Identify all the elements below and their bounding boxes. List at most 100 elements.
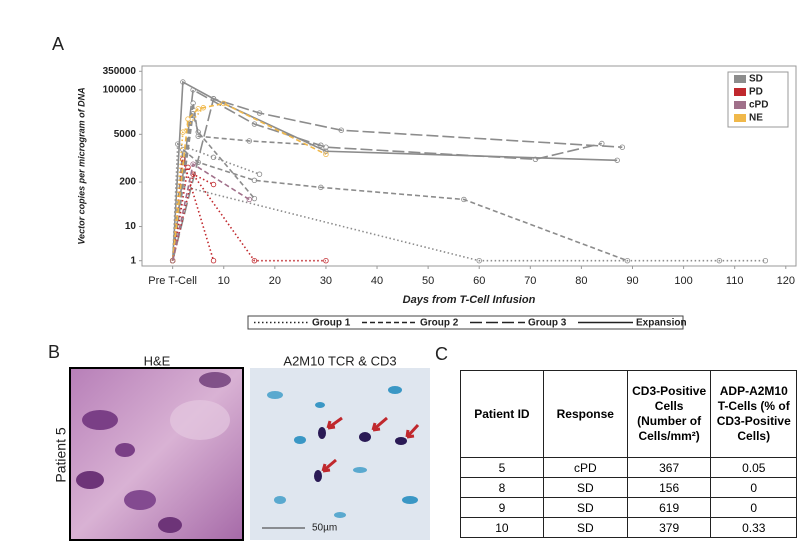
y-tick-label: 200 [119, 177, 136, 188]
legend-label: SD [749, 74, 763, 85]
table-cell: 0.05 [710, 457, 797, 478]
x-tick-label: 50 [422, 275, 434, 287]
series-line [171, 185, 766, 262]
panel-label: C [435, 344, 448, 364]
data-point [246, 138, 252, 144]
data-point [210, 258, 217, 264]
table-cell: 9 [460, 497, 544, 518]
x-tick-label: Pre T-Cell [148, 275, 197, 287]
data-point [599, 140, 605, 147]
data-point [180, 79, 186, 85]
series-line [171, 97, 623, 261]
legend-swatch [734, 101, 746, 109]
data-point [190, 100, 196, 106]
data-point [256, 171, 263, 177]
table-cell: 619 [626, 497, 712, 518]
data-point [338, 127, 344, 133]
data-point [175, 141, 181, 147]
y-tick-label: 1 [130, 255, 136, 266]
table-cell: 156 [626, 477, 712, 498]
header-cell: Response [542, 370, 628, 458]
panel-label: A [52, 34, 64, 54]
style-legend-label: Group 3 [528, 318, 567, 329]
table-cell: 5 [460, 457, 544, 478]
legend-label: cPD [749, 100, 768, 111]
results-table: Patient ID Response CD3-Positive Cells (Nu… [460, 370, 797, 538]
data-point [532, 156, 539, 162]
data-point [476, 258, 482, 264]
x-tick-label: 100 [674, 275, 692, 287]
data-point [180, 146, 186, 153]
series-line [171, 102, 327, 261]
series-line [171, 80, 618, 261]
ihc-image [250, 368, 430, 540]
table-cell: cPD [542, 457, 628, 478]
style-legend-label: Expansion [636, 318, 687, 329]
x-tick-label: 70 [524, 275, 536, 287]
header-cell: ADP-A2M10 T-Cells (% of CD3-Positive Cel… [710, 370, 797, 458]
legend-label: PD [749, 87, 763, 98]
data-point [323, 144, 329, 150]
data-point [190, 161, 196, 167]
x-axis-label: Days from T-Cell Infusion [403, 294, 536, 306]
x-tick-label: 60 [473, 275, 485, 287]
data-point [190, 111, 196, 117]
data-point [195, 133, 201, 139]
data-point [251, 258, 258, 264]
data-point [624, 258, 631, 264]
x-tick-label: 20 [269, 275, 281, 287]
data-point [200, 105, 207, 111]
data-point [323, 258, 329, 264]
table-cell: 0 [710, 477, 797, 498]
image-title: A2M10 TCR & CD3 [283, 353, 396, 368]
x-tick-label: 10 [218, 275, 230, 287]
legend-label: NE [749, 113, 763, 124]
data-point [185, 164, 191, 171]
data-point [323, 151, 329, 158]
table-cell: 0.33 [710, 517, 797, 538]
data-point [210, 154, 217, 161]
series-line [171, 173, 214, 261]
x-tick-label: 90 [626, 275, 638, 287]
panel-label: B [48, 342, 60, 362]
series-line [171, 88, 603, 261]
data-point [318, 142, 324, 148]
series-line [171, 159, 215, 261]
table-cell: 8 [460, 477, 544, 498]
x-tick-label: 110 [726, 275, 744, 287]
y-tick-label: 5000 [114, 129, 137, 140]
style-legend-label: Group 1 [312, 318, 351, 329]
series-line [171, 113, 256, 261]
data-point [251, 177, 258, 184]
data-point [195, 159, 201, 165]
data-point [246, 196, 252, 203]
table-row: 10 SD 379 0.33 [460, 517, 797, 538]
table-cell: 0 [710, 497, 797, 518]
table-cell: 379 [626, 517, 712, 538]
header-cell: Patient ID [460, 370, 544, 458]
data-point [169, 258, 176, 264]
data-point [251, 121, 258, 127]
data-point [256, 110, 263, 116]
table-cell: SD [542, 517, 628, 538]
data-point [210, 181, 217, 188]
scale-bar-label: 50µm [312, 523, 337, 534]
table-row: 9 SD 619 0 [460, 497, 797, 518]
style-legend-label: Group 2 [420, 318, 459, 329]
row-label: Patient 5 [53, 427, 69, 482]
data-point [461, 196, 467, 203]
legend-swatch [734, 75, 746, 83]
x-tick-label: 120 [777, 275, 795, 287]
y-tick-label: 10 [125, 221, 137, 232]
data-point [318, 184, 324, 191]
table-row: 8 SD 156 0 [460, 477, 797, 498]
series-line [171, 102, 321, 261]
plot-frame [141, 65, 797, 267]
legend-swatch [734, 88, 746, 96]
he-image [69, 367, 244, 541]
data-point [221, 100, 227, 107]
image-title: H&E [144, 353, 171, 368]
data-point [716, 258, 723, 264]
header-cell: CD3-Positive Cells (Number of Cells/mm²) [626, 370, 712, 458]
